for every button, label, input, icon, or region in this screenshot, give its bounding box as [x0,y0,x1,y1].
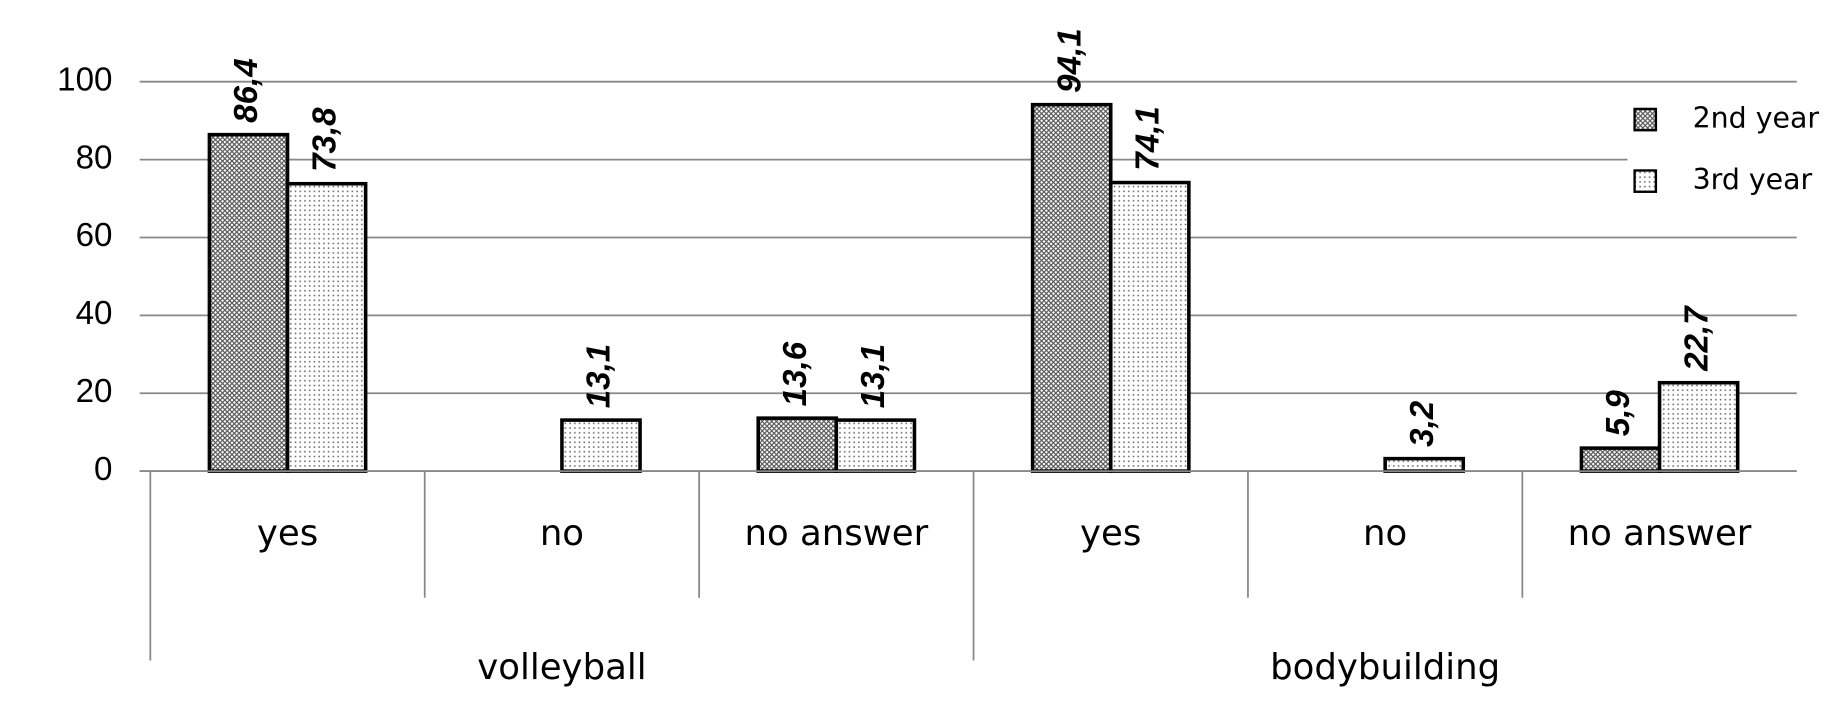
value-label: 86,4 [228,58,265,122]
y-tick-label: 80 [76,139,113,176]
x-tick-label: yes [1080,513,1141,554]
y-tick-label: 40 [76,295,113,332]
x-tick-label: no [540,513,584,554]
bar [1383,456,1466,473]
bar [560,418,642,473]
value-label: 22,7 [1678,305,1715,372]
x-tick-label: no [1363,513,1407,554]
y-tick-label: 100 [57,61,112,98]
bar [207,132,290,473]
group-label: volleyball [477,647,646,688]
value-label: 13,6 [777,341,814,406]
y-tick-label: 0 [94,451,112,488]
x-tick-label: no answer [1568,513,1752,554]
bar [1108,180,1191,473]
legend-label: 2nd year [1693,102,1820,135]
bar [1030,102,1113,473]
y-tick-label: 20 [76,373,113,410]
value-label: 5,9 [1600,390,1637,437]
value-label: 3,2 [1404,400,1441,447]
legend-swatch [1633,169,1658,193]
group-label: bodybuilding [1270,647,1500,688]
bar [285,181,368,473]
legend-box [1627,92,1829,211]
bar [756,416,839,473]
bar [1579,446,1662,473]
value-label: 13,1 [581,344,618,408]
legend-swatch [1633,107,1658,132]
y-tick-label: 60 [76,217,113,254]
bar [1657,380,1740,473]
value-label: 74,1 [1130,106,1167,170]
bar [834,418,917,473]
value-label: 73,8 [306,107,343,172]
value-label: 13,1 [855,344,892,408]
legend-label: 3rd year [1693,163,1813,196]
value-label: 94,1 [1051,28,1088,92]
x-tick-label: no answer [744,513,928,554]
x-tick-label: yes [257,513,318,554]
